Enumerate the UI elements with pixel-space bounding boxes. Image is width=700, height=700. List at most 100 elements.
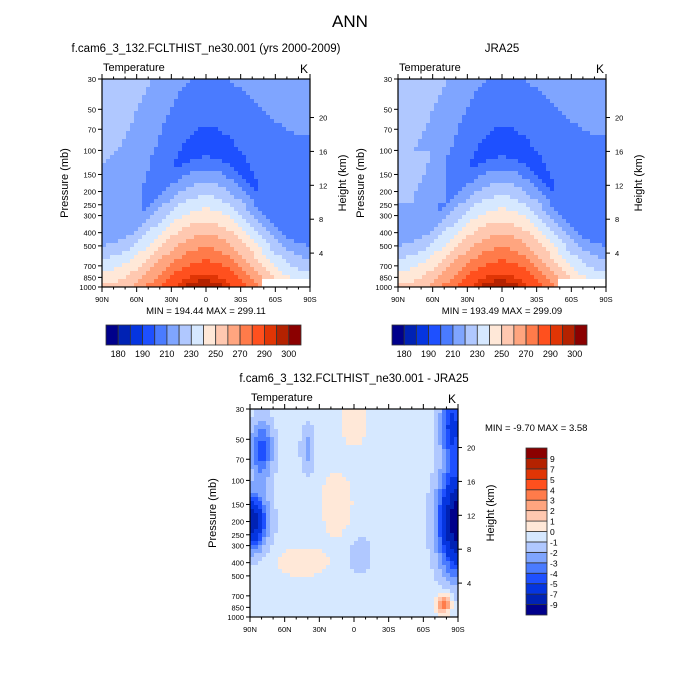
contour-cell — [430, 195, 435, 200]
contour-cell — [414, 203, 419, 208]
contour-cell — [306, 107, 311, 112]
contour-cell — [462, 183, 467, 188]
contour-cell — [194, 135, 199, 140]
contour-cell — [190, 251, 195, 256]
contour-cell — [278, 159, 283, 164]
contour-cell — [458, 103, 463, 108]
contour-cell — [274, 151, 279, 156]
contour-cell — [110, 231, 115, 236]
contour-cell — [438, 263, 443, 268]
contour-cell — [442, 203, 447, 208]
contour-cell — [206, 135, 211, 140]
contour-cell — [514, 115, 519, 120]
contour-cell — [306, 259, 311, 264]
contour-cell — [434, 231, 439, 236]
contour-cell — [422, 103, 427, 108]
contour-cell — [474, 271, 479, 276]
contour-cell — [450, 203, 455, 208]
contour-cell — [134, 99, 139, 104]
contour-cell — [486, 255, 491, 260]
contour-cell — [258, 251, 263, 256]
contour-cell — [534, 243, 539, 248]
contour-cell — [214, 183, 219, 188]
contour-cell — [226, 191, 231, 196]
contour-cell — [430, 275, 435, 280]
contour-cell — [114, 107, 119, 112]
contour-cell — [182, 155, 187, 160]
contour-cell — [402, 263, 407, 268]
contour-cell — [290, 107, 295, 112]
contour-cell — [194, 183, 199, 188]
contour-cell — [150, 183, 155, 188]
contour-cell — [210, 143, 215, 148]
contour-cell — [474, 255, 479, 260]
contour-cell — [158, 227, 163, 232]
contour-cell — [534, 271, 539, 276]
contour-cell — [470, 175, 475, 180]
contour-cell — [162, 267, 167, 272]
contour-cell — [506, 191, 511, 196]
contour-cell — [226, 263, 231, 268]
contour-cell — [154, 87, 159, 92]
contour-cell — [518, 179, 523, 184]
contour-cell — [102, 187, 107, 192]
contour-cell — [246, 199, 251, 204]
contour-cell — [306, 83, 311, 88]
contour-cell — [278, 267, 283, 272]
contour-cell — [470, 131, 475, 136]
contour-cell — [402, 163, 407, 168]
contour-cell — [522, 163, 527, 168]
contour-cell — [434, 247, 439, 252]
contour-cell — [126, 275, 131, 280]
contour-cell — [106, 111, 111, 116]
contour-cell — [306, 207, 311, 212]
contour-cell — [194, 115, 199, 120]
contour-cell — [278, 275, 283, 280]
contour-cell — [142, 251, 147, 256]
contour-cell — [398, 163, 403, 168]
contour-cell — [434, 267, 439, 272]
contour-cell — [194, 279, 199, 284]
contour-cell — [282, 83, 287, 88]
contour-cell — [530, 111, 535, 116]
contour-cell — [566, 143, 571, 148]
contour-cell — [218, 99, 223, 104]
contour-cell — [150, 283, 155, 288]
contour-cell — [534, 191, 539, 196]
contour-cell — [274, 167, 279, 172]
contour-cell — [554, 207, 559, 212]
contour-cell — [554, 175, 559, 180]
contour-cell — [466, 119, 471, 124]
contour-cell — [486, 223, 491, 228]
contour-cell — [262, 275, 267, 280]
contour-cell — [550, 87, 555, 92]
contour-cell — [538, 255, 543, 260]
contour-cell — [270, 263, 275, 268]
contour-cell — [266, 231, 271, 236]
contour-cell — [502, 91, 507, 96]
contour-cell — [186, 259, 191, 264]
contour-cell — [114, 247, 119, 252]
contour-cell — [502, 255, 507, 260]
contour-cell — [234, 211, 239, 216]
contour-cell — [490, 175, 495, 180]
contour-cell — [182, 207, 187, 212]
contour-cell — [170, 155, 175, 160]
contour-cell — [218, 271, 223, 276]
contour-cell — [250, 95, 255, 100]
contour-cell — [550, 115, 555, 120]
contour-cell — [202, 107, 207, 112]
contour-cell — [566, 99, 571, 104]
contour-cell — [222, 203, 227, 208]
contour-cell — [298, 199, 303, 204]
contour-cell — [246, 127, 251, 132]
contour-cell — [218, 191, 223, 196]
contour-cell — [274, 127, 279, 132]
contour-cell — [502, 127, 507, 132]
contour-cell — [458, 275, 463, 280]
contour-cell — [214, 79, 219, 84]
contour-cell — [222, 231, 227, 236]
contour-cell — [138, 235, 143, 240]
contour-cell — [178, 179, 183, 184]
contour-cell — [126, 247, 131, 252]
